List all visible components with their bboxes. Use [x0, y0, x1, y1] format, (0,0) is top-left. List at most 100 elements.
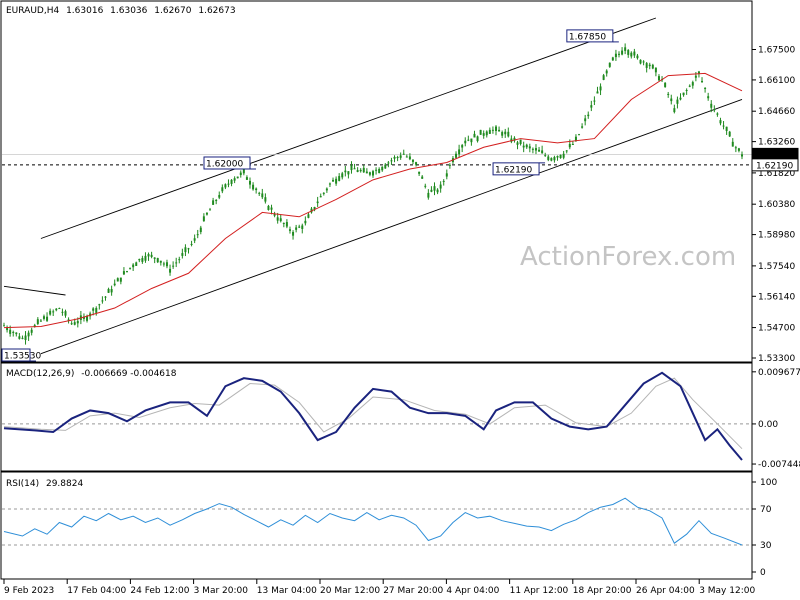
candle-body — [513, 137, 516, 141]
macd-name: MACD(12,26,9) — [6, 369, 74, 379]
candle-body — [292, 231, 295, 236]
candle-body — [479, 129, 482, 135]
candle-body — [387, 162, 390, 164]
candle-body — [421, 176, 424, 179]
candle-body — [550, 158, 553, 161]
candle-body — [52, 311, 55, 313]
candle-body — [448, 164, 451, 166]
candle-body — [165, 262, 168, 267]
candle-body — [501, 132, 504, 136]
candle-body — [365, 171, 368, 174]
candle-body — [433, 186, 436, 191]
candle-body — [599, 86, 602, 91]
candle-body — [670, 98, 673, 102]
candle-body — [3, 325, 5, 327]
candle-body — [255, 188, 258, 191]
candle-body — [442, 180, 445, 182]
candle-body — [578, 134, 581, 136]
candle-body — [547, 156, 550, 160]
candle-body — [279, 218, 282, 222]
candle-body — [685, 89, 688, 91]
price-annotation-label: 1.62190 — [495, 165, 532, 175]
candle-body — [116, 278, 119, 282]
close-value: 1.62673 — [198, 6, 235, 16]
candle-body — [252, 184, 255, 190]
macd-signal-line — [3, 377, 743, 450]
candle-body — [593, 100, 596, 102]
candle-body — [396, 157, 399, 159]
candle-body — [516, 142, 519, 145]
candle-body — [273, 213, 276, 216]
time-tick-label: 26 Apr 04:00 — [636, 586, 695, 596]
candle-body — [482, 133, 485, 136]
candle-body — [233, 178, 236, 181]
candle-body — [344, 170, 347, 173]
candle-body — [39, 320, 42, 322]
candle-body — [574, 136, 577, 141]
candle-body — [657, 76, 660, 81]
candle-body — [282, 223, 285, 225]
candle-body — [455, 153, 458, 158]
macd-plot — [2, 371, 752, 461]
candle-body — [169, 268, 172, 273]
price-tick-label: 1.54700 — [758, 324, 795, 334]
candle-body — [104, 296, 107, 298]
candle-body — [439, 184, 442, 189]
candle-body — [581, 126, 584, 128]
time-tick-label: 9 Feb 2023 — [4, 586, 54, 596]
price-annotation-box — [566, 29, 614, 43]
candle-body — [704, 87, 707, 89]
candle-body — [30, 329, 33, 333]
candle-body — [731, 141, 734, 147]
channel-upper-line — [40, 17, 657, 239]
candle-body — [313, 207, 316, 210]
candle-body — [126, 271, 128, 273]
candle-body — [694, 75, 697, 78]
candle-body — [150, 254, 153, 257]
candle-body — [135, 262, 138, 266]
candle-body — [12, 331, 15, 333]
high-value: 1.63036 — [110, 6, 147, 16]
time-tick-label: 3 Mar 20:00 — [194, 586, 249, 596]
candle-body — [347, 171, 350, 175]
candle-body — [562, 153, 565, 158]
time-tick-label: 24 Feb 12:00 — [130, 586, 189, 596]
price-tick-label: 1.56140 — [758, 292, 795, 302]
candle-body — [725, 126, 728, 131]
candle-body — [285, 222, 288, 227]
candle-body — [218, 195, 221, 198]
price-tick-label: 1.53300 — [758, 354, 795, 364]
candle-body — [199, 227, 202, 233]
candle-body — [325, 188, 328, 191]
rsi-tick-label: 30 — [760, 541, 772, 551]
candle-body — [461, 145, 464, 148]
rsi-tick-label: 0 — [760, 568, 766, 578]
candle-body — [267, 205, 270, 210]
candle-body — [95, 308, 98, 313]
candle-body — [49, 310, 52, 315]
candle-body — [534, 148, 537, 151]
candle-body — [316, 201, 319, 204]
candle-body — [405, 156, 408, 158]
candle-body — [611, 57, 614, 61]
candle-body — [328, 183, 331, 185]
candle-body — [353, 168, 356, 170]
rsi-header: RSI(14) 29.8824 — [6, 479, 83, 489]
candle-body — [42, 316, 45, 319]
candle-body — [341, 173, 344, 178]
price-annotation-box — [203, 156, 251, 170]
trendline-left — [3, 285, 66, 296]
candle-body — [98, 304, 101, 306]
candle-body — [525, 144, 528, 148]
candle-body — [193, 238, 196, 241]
candle-body — [141, 258, 144, 262]
time-tick-label: 3 May 12:00 — [699, 586, 755, 596]
candle-body — [249, 180, 251, 185]
candle-body — [445, 173, 448, 177]
candle-body — [147, 254, 150, 257]
candle-body — [110, 289, 113, 293]
candle-body — [587, 114, 590, 117]
candle-body — [618, 53, 620, 55]
macd-pane — [0, 362, 753, 472]
